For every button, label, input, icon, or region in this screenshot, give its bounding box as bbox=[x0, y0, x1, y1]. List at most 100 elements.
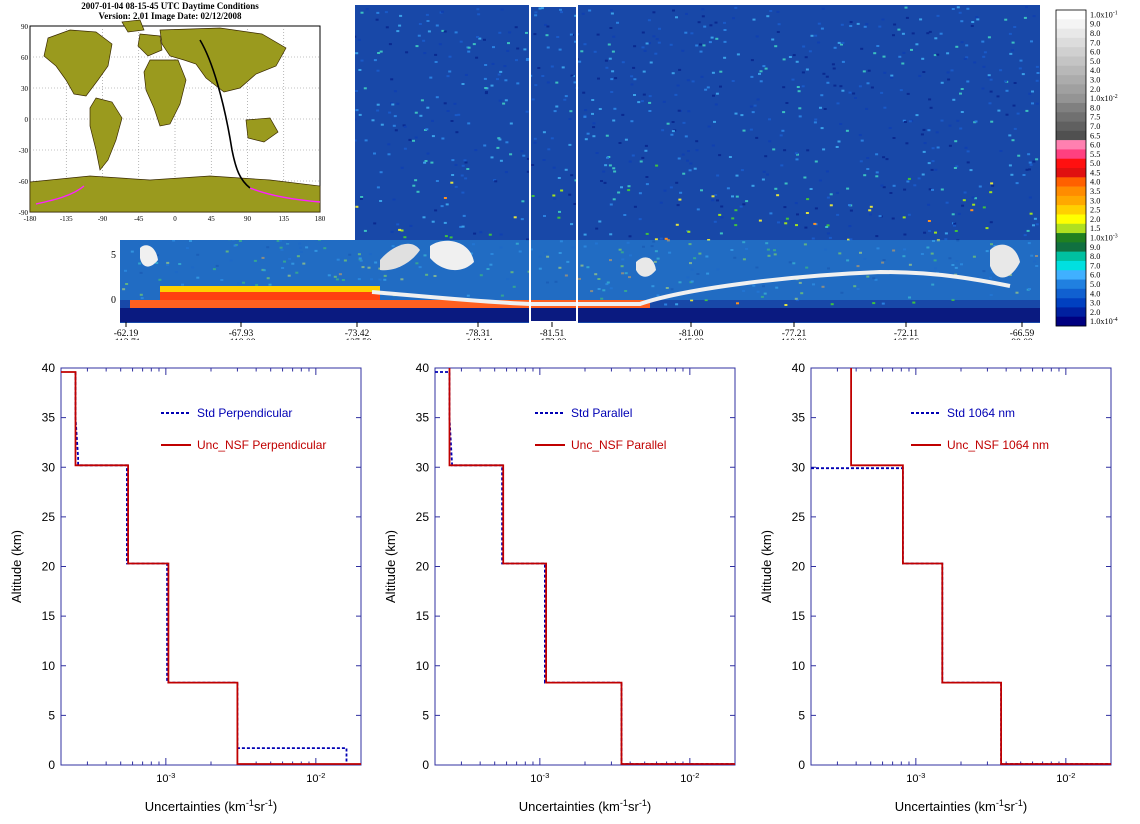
curtain-speckle bbox=[928, 188, 932, 191]
curtain-speckle bbox=[784, 182, 788, 185]
curtain-speckle bbox=[477, 13, 481, 16]
curtain-speckle bbox=[758, 219, 762, 222]
curtain-speckle bbox=[795, 299, 799, 302]
curtain-speckle bbox=[675, 16, 678, 19]
curtain-speckle bbox=[496, 78, 499, 81]
curtain-latitude-label: -77.21 bbox=[782, 329, 807, 339]
curtain-speckle bbox=[820, 127, 824, 130]
curtain-speckle bbox=[473, 232, 477, 235]
curtain-speckle bbox=[1032, 15, 1036, 18]
curtain-speckle bbox=[989, 221, 993, 224]
plot-frame bbox=[810, 367, 1112, 766]
colorbar-label: 5.5 bbox=[1090, 150, 1100, 159]
colorbar-swatch bbox=[1056, 186, 1086, 197]
curtain-speckle bbox=[609, 203, 613, 206]
curtain-speckle bbox=[720, 216, 724, 219]
curtain-speckle bbox=[880, 91, 884, 94]
curtain-lat-lon-ticks: -62.19-113.71 -67.93-119.08 -73.42-127.59 -… bbox=[112, 322, 1035, 340]
curtain-speckle bbox=[997, 109, 1001, 112]
curtain-speckle bbox=[608, 164, 612, 167]
curtain-speckle bbox=[756, 98, 760, 101]
curtain-speckle bbox=[461, 83, 465, 85]
curtain-speckle bbox=[390, 230, 394, 233]
curtain-speckle bbox=[766, 15, 770, 18]
curtain-speckle bbox=[570, 174, 574, 177]
curtain-speckle bbox=[681, 49, 685, 52]
curtain-speckle bbox=[688, 169, 692, 172]
colorbar-label: 3.0 bbox=[1090, 196, 1100, 205]
curtain-speckle bbox=[431, 220, 435, 223]
curtain-speckle bbox=[964, 146, 968, 149]
curtain-speckle bbox=[772, 148, 776, 151]
curtain-speckle bbox=[520, 218, 524, 221]
curtain-speckle bbox=[906, 180, 910, 183]
curtain-speckle bbox=[523, 48, 527, 51]
curtain-speckle bbox=[794, 152, 798, 155]
curtain-speckle bbox=[461, 225, 465, 228]
curtain-speckle bbox=[1013, 82, 1017, 84]
curtain-speckle bbox=[715, 37, 719, 40]
map-longitude-label: -180 bbox=[24, 215, 37, 223]
curtain-speckle bbox=[950, 69, 954, 72]
curtain-speckle bbox=[675, 303, 679, 306]
curtain-speckle bbox=[674, 93, 678, 96]
curtain-speckle bbox=[376, 186, 380, 189]
curtain-speckle bbox=[966, 150, 970, 153]
curtain-speckle bbox=[927, 162, 931, 165]
curtain-speckle bbox=[513, 216, 517, 219]
map-longitude-label: 135 bbox=[279, 215, 290, 223]
curtain-speckle bbox=[396, 223, 400, 226]
map-latitude-label: 30 bbox=[21, 85, 29, 93]
curtain-speckle bbox=[623, 214, 627, 216]
curtain-speckle bbox=[560, 11, 563, 14]
curtain-speckle bbox=[974, 197, 977, 200]
y-tick-label: 30 bbox=[416, 460, 430, 474]
curtain-speckle bbox=[947, 78, 951, 81]
curtain-speckle bbox=[987, 76, 991, 79]
curtain-speckle bbox=[989, 78, 993, 81]
curtain-speckle bbox=[988, 102, 992, 105]
curtain-speckle bbox=[479, 231, 483, 234]
curtain-speckle bbox=[569, 33, 573, 36]
curtain-speckle bbox=[507, 42, 510, 45]
curtain-speckle bbox=[435, 96, 439, 99]
colorbar-swatch bbox=[1056, 279, 1086, 290]
curtain-speckle bbox=[723, 29, 727, 31]
curtain-speckle bbox=[711, 199, 715, 202]
curtain-speckle bbox=[761, 178, 765, 181]
map-latitude-label: -30 bbox=[19, 147, 29, 155]
curtain-speckle bbox=[438, 43, 442, 46]
curtain-speckle bbox=[796, 153, 799, 156]
curtain-speckle bbox=[940, 119, 944, 122]
curtain-speckle bbox=[462, 214, 466, 217]
curtain-speckle bbox=[461, 164, 465, 167]
ground-track-inset: 90 60 30 0 -30 -60 -90 -180 -135 -90 -45 0 45 90 135 1… bbox=[0, 0, 355, 240]
curtain-longitude-label: 105.56 bbox=[893, 338, 919, 340]
curtain-speckle bbox=[472, 43, 476, 46]
curtain-speckle bbox=[419, 114, 423, 117]
surface-return-line bbox=[371, 269, 1011, 306]
curtain-speckle bbox=[803, 176, 807, 179]
curtain-speckle bbox=[403, 236, 407, 239]
curtain-speckle bbox=[882, 55, 886, 58]
curtain-speckle bbox=[981, 40, 985, 43]
curtain-speckle bbox=[583, 233, 587, 236]
curtain-speckle bbox=[839, 123, 843, 125]
curtain-speckle bbox=[903, 121, 907, 123]
profile-chart-3: 0 5 10 15 20 25 30 35 40 10-3 10-2 Uncertainties (k… bbox=[759, 361, 1112, 814]
curtain-speckle bbox=[1021, 73, 1025, 76]
curtain-speckle bbox=[875, 171, 879, 174]
curtain-speckle bbox=[607, 43, 611, 46]
colorbar-label: 3.0 bbox=[1090, 75, 1100, 84]
curtain-speckle bbox=[783, 206, 787, 209]
curtain-latitude-label: -66.59 bbox=[1010, 329, 1035, 339]
cloud-3 bbox=[636, 257, 656, 277]
curtain-latitude-label: -81.51 bbox=[540, 329, 565, 339]
curtain-speckle bbox=[960, 20, 964, 23]
curtain-speckle bbox=[814, 207, 818, 210]
curtain-speckle bbox=[450, 120, 454, 122]
curtain-speckle bbox=[898, 55, 902, 58]
curtain-speckle bbox=[776, 31, 780, 33]
colorbar-label: 4.5 bbox=[1090, 168, 1100, 177]
curtain-speckle bbox=[958, 11, 962, 14]
